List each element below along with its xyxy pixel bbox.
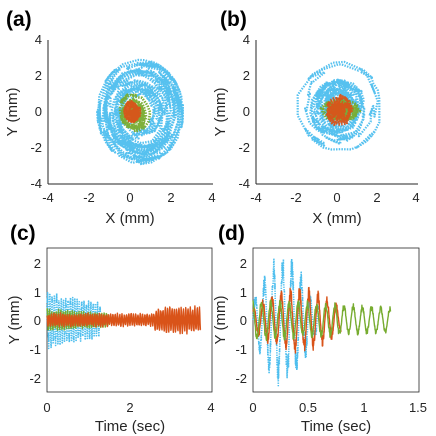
panel-b-ytick-neg4: -4 [238,176,250,191]
panel-b-xlabel: X (mm) [312,210,361,227]
panel-b-xtick-0: 0 [333,190,340,205]
panel-a-ytick-neg4: -4 [30,176,42,191]
panel-c-xtick-0: 0 [43,400,50,415]
panel-b-ytick-4: 4 [243,32,250,47]
panel-c-xtick-2: 2 [126,400,133,415]
panel-a-ytick-neg2: -2 [30,140,42,155]
panel-b-ylabel: Y (mm) [212,88,229,137]
panel-d-data [252,257,392,387]
panel-b-xtick-neg2: -2 [290,190,302,205]
panel-a-letter: (a) [6,8,32,31]
panel-a-xtick-neg2: -2 [83,190,95,205]
panel-d-xtick-1.5: 1.5 [409,400,427,415]
panel-b-xtick-2: 2 [373,190,380,205]
panel-b-series-orange [325,93,354,126]
panel-d-letter: (d) [218,222,245,245]
panel-d-series-green [252,299,392,342]
panel-c-ytick-1: 1 [34,285,41,300]
panel-b-ytick-2: 2 [243,68,250,83]
panel-d-ytick-2: 2 [240,256,247,271]
panel-b-xtick-neg4: -4 [250,190,262,205]
panel-a-ytick-4: 4 [35,32,42,47]
panel-a-ylabel: Y (mm) [4,88,21,137]
panel-c-xlabel: Time (sec) [95,418,165,435]
panel-c-data [46,291,202,350]
panel-d-xlabel: Time (sec) [301,418,371,435]
panel-b: (b) 4 2 0 -2 -4 -4 -2 0 2 4 X (mm) Y (mm… [212,8,420,227]
panel-c-letter: (c) [10,222,36,245]
panel-b-ytick-0: 0 [243,104,250,119]
panel-c-series-orange [46,305,202,335]
panel-c: (c) 2 1 0 -1 -2 0 2 4 Time (sec) Y (mm) [6,222,215,435]
panel-b-data [296,60,381,151]
panel-a: (a) 4 2 0 -2 -4 -4 -2 0 2 4 X (mm) Y (mm… [4,8,216,227]
panel-c-xtick-4: 4 [207,400,214,415]
panel-d-series-blue [252,257,320,387]
panel-a-series-blue [96,58,184,166]
panel-c-ytick-neg2: -2 [29,371,41,386]
panel-a-data [96,58,184,166]
panel-d-ytick-neg1: -1 [235,342,247,357]
panel-d-ytick-neg2: -2 [235,371,247,386]
panel-d-xtick-1: 1 [360,400,367,415]
panel-a-xtick-neg4: -4 [42,190,54,205]
panel-b-letter: (b) [220,8,247,31]
panel-b-xtick-4: 4 [412,190,419,205]
panel-d-xtick-0: 0 [249,400,256,415]
panel-a-ytick-2: 2 [35,68,42,83]
panel-c-ylabel: Y (mm) [6,296,23,345]
panel-a-xlabel: X (mm) [105,210,154,227]
panel-d-ytick-1: 1 [240,285,247,300]
panel-d-ylabel: Y (mm) [212,296,229,345]
panel-d-ytick-0: 0 [240,313,247,328]
panel-a-ytick-0: 0 [35,104,42,119]
panel-a-xtick-2: 2 [167,190,174,205]
panel-a-xtick-4: 4 [208,190,215,205]
panel-b-ytick-neg2: -2 [238,140,250,155]
panel-d-xtick-0.5: 0.5 [299,400,317,415]
panel-c-ytick-neg1: -1 [29,342,41,357]
panel-a-series-orange [123,100,142,124]
panel-c-ytick-2: 2 [34,256,41,271]
panel-d: (d) 2 1 0 -1 -2 0 0.5 1 1.5 Time (sec) Y… [212,222,427,435]
panel-a-xtick-0: 0 [126,190,133,205]
panel-c-ytick-0: 0 [34,313,41,328]
